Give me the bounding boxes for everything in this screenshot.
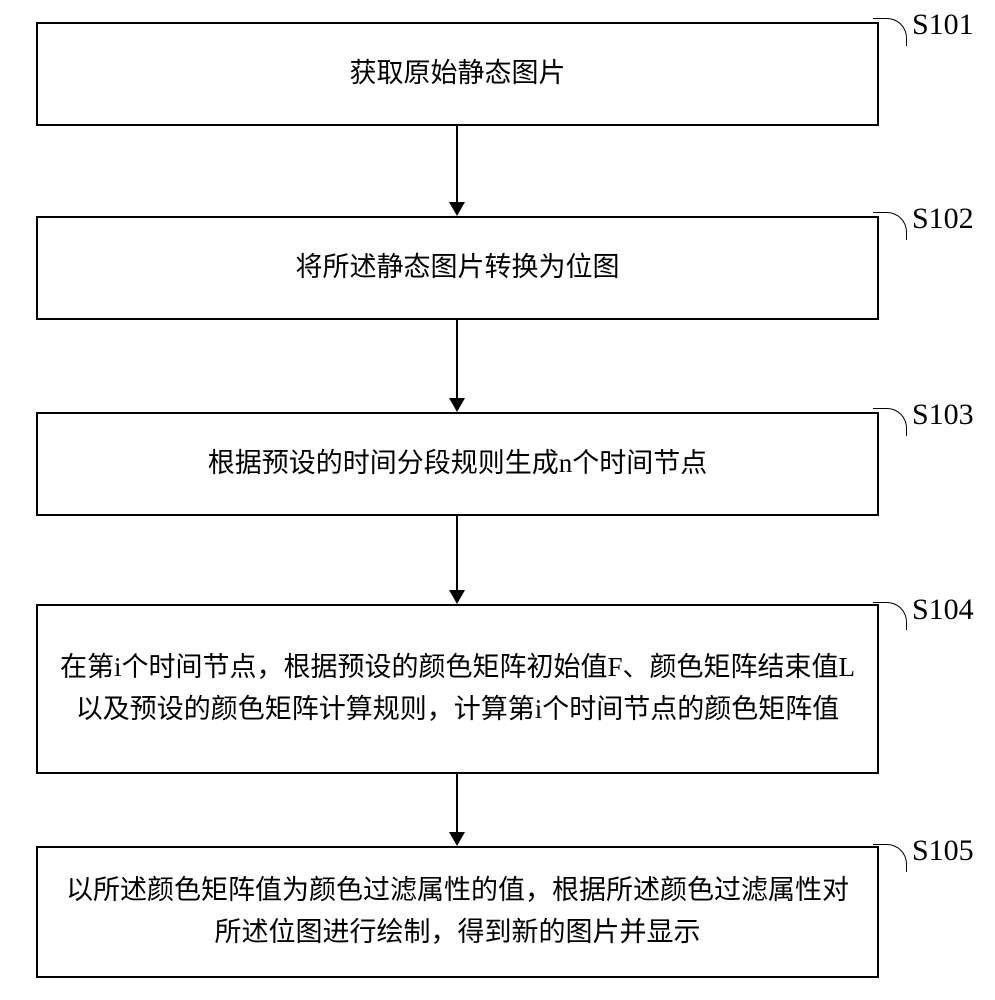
flowchart-node-s101: 获取原始静态图片 <box>36 22 879 126</box>
arrow-head-icon <box>449 202 465 216</box>
flowchart-edge <box>456 516 458 590</box>
arrow-head-icon <box>449 398 465 412</box>
step-label-text: S105 <box>912 834 974 867</box>
node-text: 获取原始静态图片 <box>350 53 566 95</box>
step-label-s103: S103 <box>912 398 974 432</box>
label-connector-s104 <box>873 602 907 630</box>
flowchart-edge <box>456 126 458 202</box>
step-label-s105: S105 <box>912 834 974 868</box>
step-label-text: S101 <box>912 8 974 41</box>
flowchart-node-s105: 以所述颜色矩阵值为颜色过滤属性的值，根据所述颜色过滤属性对所述位图进行绘制，得到… <box>36 846 879 978</box>
arrow-head-icon <box>449 832 465 846</box>
flowchart-edge <box>456 774 458 832</box>
node-text: 以所述颜色矩阵值为颜色过滤属性的值，根据所述颜色过滤属性对所述位图进行绘制，得到… <box>56 870 859 954</box>
label-connector-s102 <box>873 212 907 240</box>
step-label-text: S104 <box>912 593 974 626</box>
flowchart-node-s103: 根据预设的时间分段规则生成n个时间节点 <box>36 412 879 516</box>
step-label-s101: S101 <box>912 8 974 42</box>
label-connector-s101 <box>873 18 907 46</box>
step-label-s104: S104 <box>912 593 974 627</box>
flowchart-canvas: 获取原始静态图片 S101 将所述静态图片转换为位图 S102 根据预设的时间分… <box>0 0 995 1000</box>
step-label-text: S103 <box>912 398 974 431</box>
step-label-s102: S102 <box>912 202 974 236</box>
label-connector-s105 <box>873 844 907 872</box>
node-text: 在第i个时间节点，根据预设的颜色矩阵初始值F、颜色矩阵结束值L以及预设的颜色矩阵… <box>56 647 859 731</box>
arrow-head-icon <box>449 590 465 604</box>
flowchart-edge <box>456 320 458 398</box>
node-text: 根据预设的时间分段规则生成n个时间节点 <box>208 443 708 485</box>
node-text: 将所述静态图片转换为位图 <box>296 247 620 289</box>
flowchart-node-s102: 将所述静态图片转换为位图 <box>36 216 879 320</box>
label-connector-s103 <box>873 408 907 436</box>
step-label-text: S102 <box>912 202 974 235</box>
flowchart-node-s104: 在第i个时间节点，根据预设的颜色矩阵初始值F、颜色矩阵结束值L以及预设的颜色矩阵… <box>36 604 879 774</box>
